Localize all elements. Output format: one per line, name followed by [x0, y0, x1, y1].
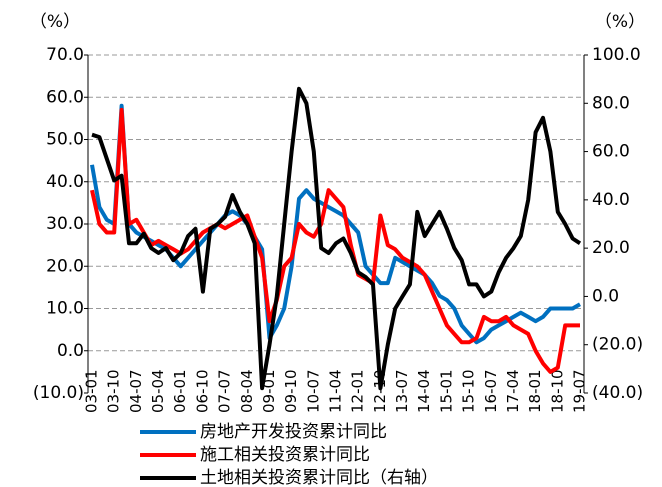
x-tick-label: 08-04 [238, 369, 256, 413]
legend-label: 房地产开发投资累计同比 [200, 422, 387, 442]
x-tick-label: 07-07 [216, 369, 234, 413]
x-tick-label: 06-01 [171, 369, 189, 413]
x-tick-label: 18-10 [548, 369, 566, 413]
y-tick-label: 60.0 [46, 87, 84, 107]
y2-tick-label: 100.0 [592, 45, 641, 65]
x-tick-label: 12-01 [349, 369, 367, 413]
x-tick-label: 19-07 [571, 369, 589, 413]
x-tick-label: 06-10 [193, 369, 211, 413]
y-tick-label: 0.0 [57, 341, 84, 361]
legend-label: 施工相关投资累计同比 [200, 445, 370, 465]
y2-axis-label: （%） [595, 12, 645, 32]
x-tick-label: 11-04 [327, 369, 345, 413]
y-tick-label: 50.0 [46, 130, 84, 150]
y-tick-label: 70.0 [46, 45, 84, 65]
y-axis-label: （%） [30, 12, 80, 32]
x-tick-label: 13-07 [393, 369, 411, 413]
x-tick-label: 15-01 [437, 369, 455, 413]
x-tick-label: 16-07 [482, 369, 500, 413]
x-tick-label: 04-07 [127, 369, 145, 413]
x-tick-label: 03-10 [105, 369, 123, 413]
y-tick-label: 40.0 [46, 172, 84, 192]
legend-label: 土地相关投资累计同比（右轴） [200, 468, 438, 487]
x-tick-label: 18-01 [526, 369, 544, 413]
x-tick-label: 09-10 [282, 369, 300, 413]
x-tick-label: 10-07 [304, 369, 322, 413]
x-tick-label: 15-10 [460, 369, 478, 413]
x-tick-label: 17-04 [504, 369, 522, 413]
x-tick-label: 03-01 [83, 369, 101, 413]
y-tick-label: 20.0 [46, 256, 84, 276]
series-line [91, 86, 582, 391]
y2-tick-label: 20.0 [592, 238, 630, 258]
y2-tick-label: 60.0 [592, 142, 630, 162]
y2-tick-label: 80.0 [592, 93, 630, 113]
x-tick-label: 12-10 [371, 369, 389, 413]
y-tick-label: 30.0 [46, 214, 84, 234]
y2-tick-label: (20.0) [592, 335, 643, 355]
series-line [90, 107, 580, 374]
y2-tick-label: (40.0) [592, 383, 643, 403]
y2-tick-label: 40.0 [592, 190, 630, 210]
x-tick-label: 14-04 [415, 369, 433, 413]
y-tick-label: 10.0 [46, 299, 84, 319]
y2-tick-label: 0.0 [592, 286, 619, 306]
y-tick-label: (10.0) [33, 383, 84, 403]
x-tick-label: 05-04 [149, 369, 167, 413]
